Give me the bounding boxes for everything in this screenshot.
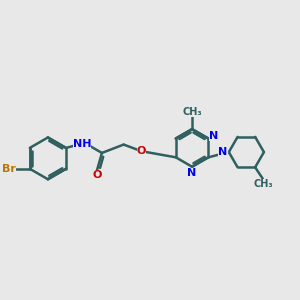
Text: N: N (188, 168, 197, 178)
Text: O: O (92, 170, 102, 181)
Text: N: N (209, 130, 218, 141)
Text: Br: Br (2, 164, 16, 174)
Text: N: N (218, 147, 228, 157)
Text: O: O (136, 146, 146, 156)
Text: CH₃: CH₃ (254, 179, 273, 189)
Text: NH: NH (73, 139, 91, 149)
Text: CH₃: CH₃ (182, 107, 202, 117)
